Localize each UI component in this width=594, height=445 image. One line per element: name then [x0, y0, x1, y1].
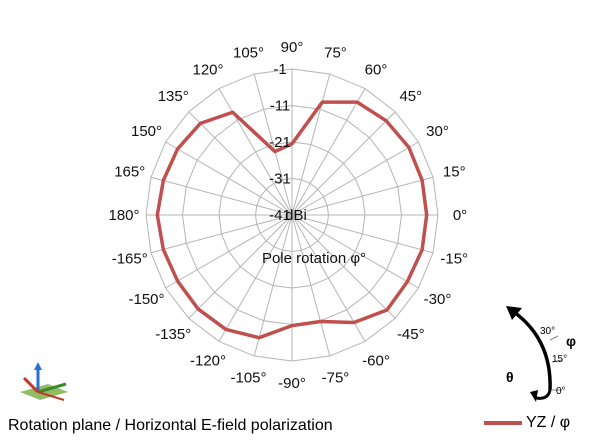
grid-spoke-45: [291, 111, 396, 216]
angle-label-14: -150°: [128, 291, 164, 308]
angle-label-4: 60°: [365, 62, 388, 79]
phi-label: φ: [566, 333, 576, 349]
angle-label-10: 150°: [131, 123, 162, 140]
grid-spoke-75: [291, 73, 331, 216]
angle-label-5: 75°: [324, 45, 347, 62]
angle-label-18: -90°: [278, 375, 306, 392]
grid-spoke-315: [291, 214, 396, 319]
angle-label-9: 135°: [158, 88, 189, 105]
rot-tick-30: 30°: [540, 326, 555, 337]
grid-spoke-285: [291, 214, 331, 357]
rot-tick-0: 0°: [556, 386, 566, 397]
axes-orientation-icon: [18, 362, 70, 402]
angle-label-13: -165°: [112, 250, 148, 267]
chart-caption: Rotation plane / Horizontal E-field pola…: [8, 417, 333, 434]
radial-label-2: -21: [269, 134, 291, 151]
legend: YZ / φ: [484, 414, 570, 432]
angle-label-7: 105°: [233, 45, 264, 62]
angle-label-15: -135°: [155, 326, 191, 343]
grid-spoke-255: [253, 214, 293, 357]
angle-label-0: 0°: [453, 207, 467, 224]
center-unit-label: dBi: [285, 207, 307, 224]
legend-swatch: [484, 421, 522, 425]
grid-spoke-225: [188, 214, 293, 319]
grid-spoke-330: [291, 214, 419, 289]
radial-label-0: -41: [269, 207, 291, 224]
series-layer: [155, 100, 429, 340]
angle-label-11: 165°: [114, 164, 145, 181]
grid-spoke-30: [291, 141, 419, 216]
grid-spoke-105: [253, 73, 293, 216]
angle-label-22: -30°: [424, 291, 452, 308]
angle-label-21: -45°: [397, 326, 425, 343]
legend-label: YZ / φ: [526, 414, 571, 431]
angle-label-6: 90°: [281, 39, 304, 56]
grid-spoke-195: [150, 214, 293, 254]
angle-label-3: 45°: [399, 88, 422, 105]
angle-label-8: 120°: [192, 62, 223, 79]
angle-label-23: -15°: [440, 250, 468, 267]
rot-tick-15: 15°: [552, 354, 567, 365]
grid-spoke-60: [291, 88, 366, 216]
angle-label-19: -75°: [322, 369, 350, 386]
grid-spoke-210: [165, 214, 293, 289]
radial-label-4: -1: [273, 61, 286, 78]
grid-spoke-120: [218, 88, 293, 216]
theta-label: θ: [506, 369, 514, 385]
label-layer: 0° 15° 30° 45° 60° 75° 90° 105° 120°135° 150° 165°…: [108, 39, 468, 392]
grid-spoke-345: [291, 214, 434, 254]
angle-label-16: -120°: [190, 352, 226, 369]
angle-label-20: -60°: [362, 352, 390, 369]
angle-label-17: -105°: [231, 369, 267, 386]
grid-spoke-135: [188, 111, 293, 216]
radial-label-3: -11: [270, 98, 291, 115]
grid-spoke-300: [291, 214, 366, 342]
angle-label-1: 15°: [443, 164, 466, 181]
grid-spoke-150: [165, 141, 293, 216]
grid-spoke-240: [218, 214, 293, 342]
grid-spoke-15: [291, 176, 434, 216]
angle-label-12: 180°: [108, 207, 139, 224]
rotation-direction-icon: 30° 15° 0° φ θ: [500, 300, 580, 410]
grid-spoke-165: [150, 176, 293, 216]
radial-label-1: -31: [269, 171, 291, 188]
polar-grid: [145, 68, 439, 362]
angle-label-2: 30°: [426, 123, 449, 140]
inner-axis-label: Pole rotation φ°: [262, 250, 366, 267]
